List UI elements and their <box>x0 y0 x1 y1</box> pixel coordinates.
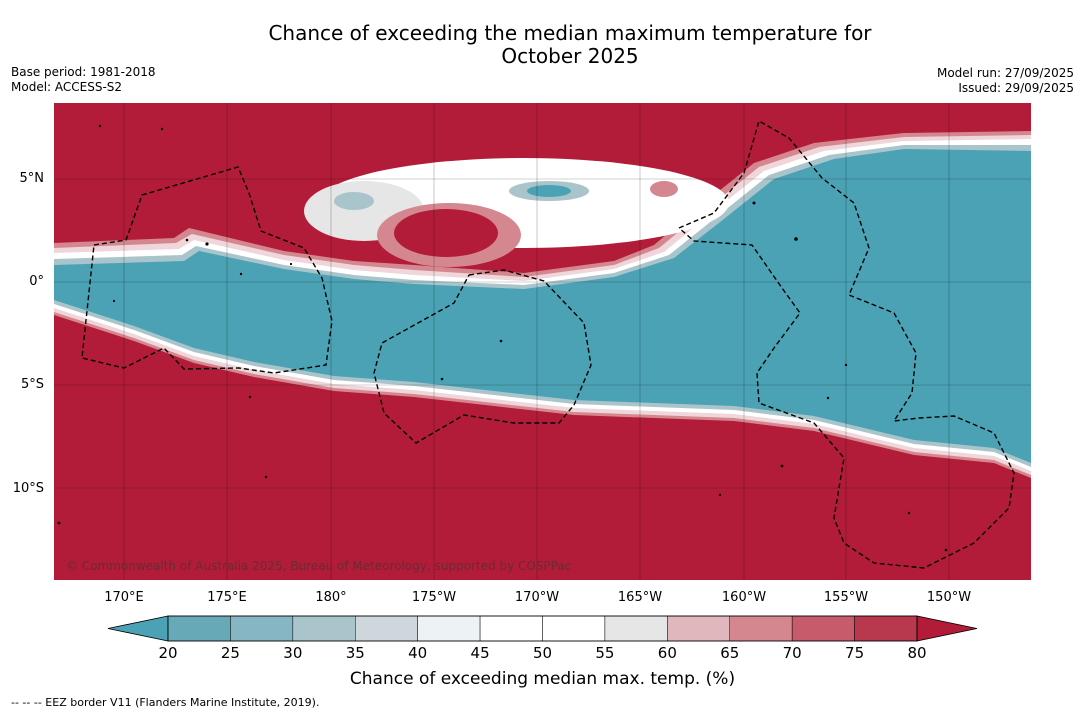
eez-borders <box>81 119 1015 569</box>
model-run: Model run: 27/09/2025 <box>936 66 1074 80</box>
colorbar-label: Chance of exceeding median max. temp. (%… <box>349 669 736 689</box>
lon-label-175e: 175°E <box>207 590 247 605</box>
colorbar-tick-label: 80 <box>907 644 927 662</box>
lon-label-170e: 170°E <box>104 590 144 605</box>
lat-label-10s: 10°S <box>12 481 44 496</box>
lon-label-160w: 160°W <box>721 590 767 605</box>
forecast-map <box>54 103 1031 580</box>
colorbar-tick-label: 30 <box>283 644 303 662</box>
lon-label-175w: 175°W <box>411 590 457 605</box>
colorbar-segment <box>854 615 918 642</box>
colorbar-tick-label: 35 <box>345 644 365 662</box>
eez-border-east <box>678 119 1015 569</box>
colorbar-tick-label: 25 <box>220 644 240 662</box>
colorbar-high-arrow <box>916 615 978 642</box>
lat-label-0: 0° <box>29 274 44 289</box>
model-name: Model: ACCESS-S2 <box>11 80 123 94</box>
map-title-line1: Chance of exceeding the median maximum t… <box>268 21 872 45</box>
colorbar-tick-label: 60 <box>657 644 677 662</box>
warm-pocket-inner <box>394 209 498 257</box>
eez-border-central <box>373 269 592 444</box>
colorbar-tick-label: 40 <box>408 644 428 662</box>
islands <box>57 124 948 552</box>
lon-label-150w: 150°W <box>926 590 972 605</box>
issued-date: Issued: 29/09/2025 <box>958 81 1074 95</box>
lon-label-165w: 165°W <box>617 590 663 605</box>
colorbar-tick-label: 20 <box>158 644 178 662</box>
base-period: Base period: 1981-2018 <box>11 65 156 79</box>
colorbar-segment <box>292 615 356 642</box>
colorbar-segment <box>355 615 418 642</box>
colorbar-low-arrow <box>107 615 169 642</box>
colorbar-tick-label: 65 <box>720 644 740 662</box>
north-small-teal <box>527 185 571 197</box>
lon-label-180: 180° <box>315 590 347 605</box>
lon-label-170w: 170°W <box>514 590 560 605</box>
colorbar-segment <box>479 615 543 642</box>
copyright-notice: © Commonwealth of Australia 2025, Bureau… <box>66 559 572 573</box>
graticule <box>54 103 1031 580</box>
meta-right: Model run: 27/09/2025 Issued: 29/09/2025 <box>937 66 1074 96</box>
colorbar-tick-label: 45 <box>470 644 490 662</box>
colorbar-tick-label: 55 <box>595 644 615 662</box>
colorbar-segment <box>167 615 231 642</box>
colorbar-segment <box>791 615 855 642</box>
eez-footer-note: -- -- -- EEZ border V11 (Flanders Marine… <box>11 696 320 709</box>
lon-label-155w: 155°W <box>823 590 869 605</box>
colorbar-segment <box>417 615 481 642</box>
cool-band <box>54 149 1031 463</box>
colorbar-segment <box>729 615 793 642</box>
colorbar-tick-label: 50 <box>532 644 553 662</box>
meta-left: Base period: 1981-2018 Model: ACCESS-S2 <box>11 65 156 95</box>
colorbar-segment <box>667 615 730 642</box>
north-pink-spot <box>650 181 678 197</box>
colorbar <box>107 615 978 642</box>
map-title-line2: October 2025 <box>501 44 639 68</box>
lat-label-5n: 5°N <box>19 171 45 186</box>
colorbar-tick-label: 70 <box>782 644 802 662</box>
colorbar-tick-label: 75 <box>845 644 865 662</box>
lat-label-5s: 5°S <box>20 377 44 392</box>
north-teal-patch <box>334 192 374 210</box>
eez-border-west <box>81 166 333 374</box>
colorbar-segment <box>542 615 606 642</box>
colorbar-segment <box>604 615 668 642</box>
colorbar-segment <box>230 615 294 642</box>
